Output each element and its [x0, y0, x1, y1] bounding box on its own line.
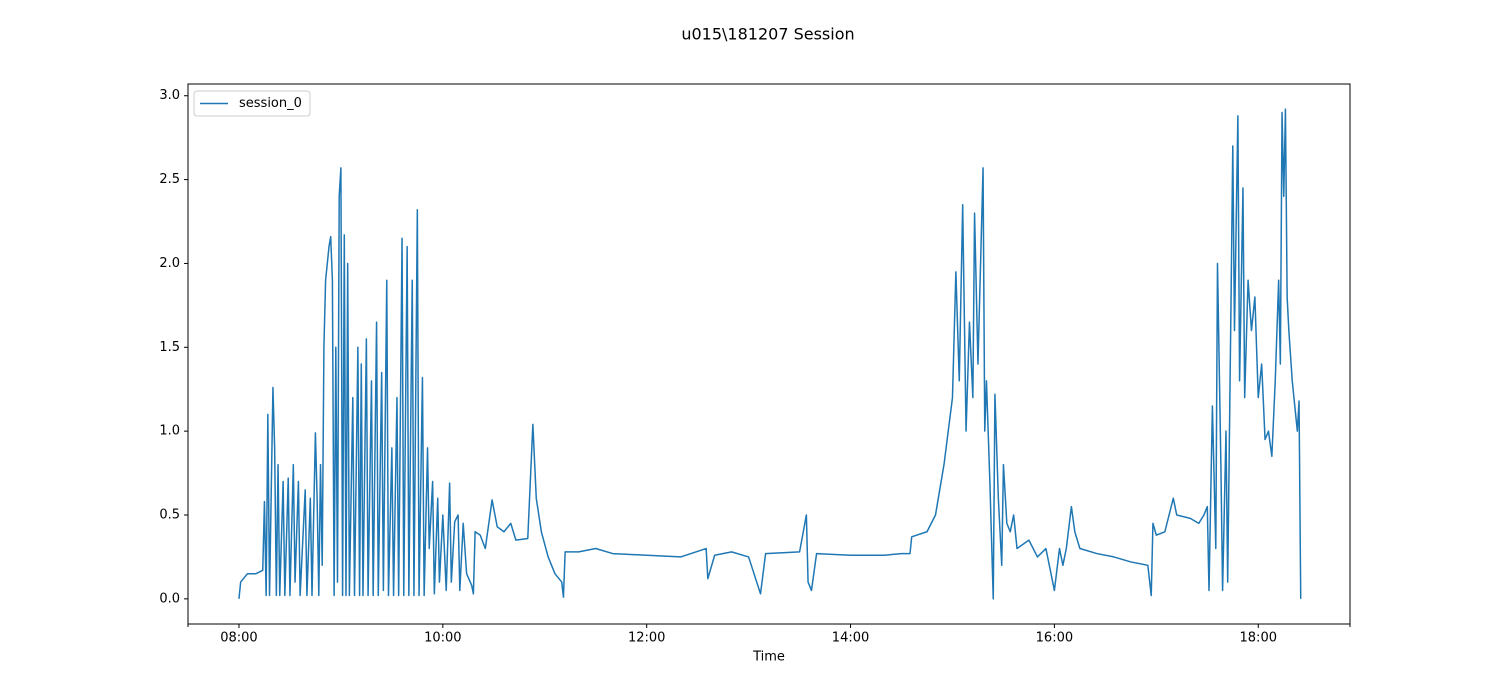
x-tick-label: 14:00 — [832, 631, 869, 646]
y-tick-label: 1.5 — [159, 340, 180, 355]
x-tick-label: 12:00 — [628, 631, 665, 646]
y-tick-label: 3.0 — [159, 88, 180, 103]
y-tick-label: 0.0 — [159, 591, 180, 606]
x-tick-label: 16:00 — [1036, 631, 1073, 646]
chart-title: u015\181207 Session — [681, 25, 854, 44]
x-tick-label: 18:00 — [1240, 631, 1277, 646]
legend-box — [193, 90, 311, 117]
x-tick-label: 10:00 — [424, 631, 461, 646]
y-tick-label: 1.0 — [159, 424, 180, 439]
data-line — [238, 108, 1302, 600]
y-tick-label: 2.0 — [159, 256, 180, 271]
y-tick-label: 2.5 — [159, 172, 180, 187]
plot-area — [187, 83, 1351, 625]
y-tick-label: 0.5 — [159, 507, 180, 522]
x-axis-label: Time — [752, 650, 785, 665]
legend-label: session_0 — [239, 96, 302, 111]
x-tick-label: 08:00 — [220, 631, 257, 646]
